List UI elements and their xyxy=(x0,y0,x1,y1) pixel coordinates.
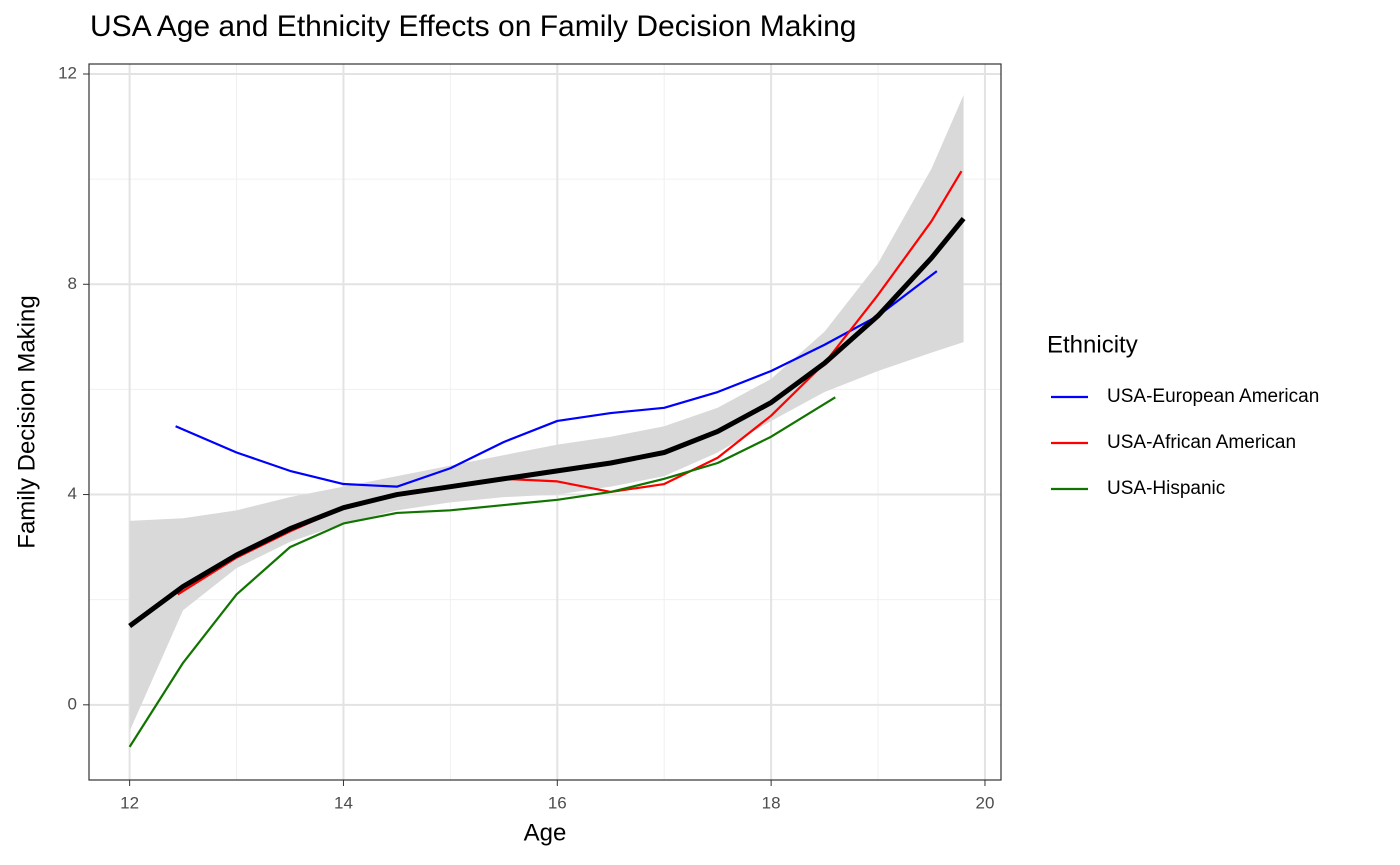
x-tick-label: 14 xyxy=(334,793,353,812)
confidence-band xyxy=(129,95,964,732)
x-axis-label: Age xyxy=(524,819,567,846)
line xyxy=(128,396,836,748)
x-tick-label: 16 xyxy=(548,793,567,812)
y-tick-label: 8 xyxy=(68,274,77,293)
line xyxy=(128,216,966,628)
line xyxy=(175,270,938,488)
legend-title: Ethnicity xyxy=(1047,331,1138,358)
plot-border xyxy=(88,63,1002,781)
legend-label: USA-European American xyxy=(1107,386,1319,407)
x-tick-label: 12 xyxy=(120,793,139,812)
y-tick-label: 4 xyxy=(68,484,77,503)
y-tick-label: 12 xyxy=(58,63,77,82)
x-tick-label: 20 xyxy=(976,793,995,812)
x-tick-label: 18 xyxy=(762,793,781,812)
chart-title: USA Age and Ethnicity Effects on Family … xyxy=(90,10,856,43)
y-tick-label: 0 xyxy=(68,694,77,713)
legend-label: USA-Hispanic xyxy=(1107,478,1225,499)
y-axis-label: Family Decision Making xyxy=(13,295,40,548)
legend-label: USA-African American xyxy=(1107,432,1296,453)
